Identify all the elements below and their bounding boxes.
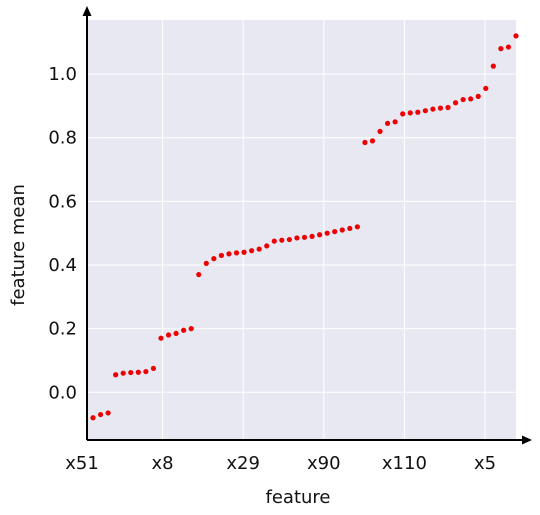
data-point	[143, 368, 149, 375]
data-point	[437, 105, 444, 111]
y-axis-title: feature mean	[8, 184, 29, 306]
data-point	[120, 370, 126, 376]
y-tick-labels: 0.0 0.2 0.4 0.6 0.8 1.0	[48, 64, 77, 403]
data-point	[165, 332, 172, 338]
data-point	[211, 256, 217, 262]
data-point	[113, 372, 119, 378]
data-point	[324, 230, 330, 236]
x-tick-label: x29	[226, 453, 260, 474]
x-tick-label: x5	[474, 453, 496, 474]
data-point	[286, 236, 292, 243]
axes	[82, 6, 532, 445]
data-point	[249, 248, 255, 254]
x-tick-label: x90	[307, 453, 341, 474]
y-tick-label: 0.2	[48, 319, 77, 340]
data-point	[264, 243, 270, 249]
data-point	[218, 252, 225, 259]
data-point	[354, 224, 360, 230]
data-point	[400, 111, 406, 117]
data-point	[513, 33, 519, 39]
data-point	[309, 233, 315, 239]
data-point	[498, 46, 504, 52]
data-point	[128, 369, 134, 376]
x-tick-labels: x51 x8 x29 x90 x110 x5	[65, 453, 496, 474]
data-point	[203, 260, 209, 267]
data-point	[407, 110, 413, 116]
data-points	[90, 33, 519, 421]
data-point	[475, 93, 481, 99]
y-tick-label: 0.0	[48, 382, 77, 403]
data-point	[135, 369, 141, 375]
data-point	[181, 327, 187, 333]
data-point	[483, 85, 489, 92]
data-point	[430, 106, 436, 112]
data-point	[226, 251, 232, 257]
data-point	[468, 96, 474, 102]
x-tick-label: x110	[382, 453, 427, 474]
data-point	[271, 238, 277, 244]
x-axis-title: feature	[266, 487, 331, 508]
data-point	[105, 410, 111, 416]
y-tick-label: 0.4	[48, 255, 77, 276]
data-point	[256, 246, 262, 252]
data-point	[392, 119, 398, 125]
y-tick-label: 0.8	[48, 128, 77, 149]
data-point	[369, 138, 376, 144]
data-point	[150, 365, 157, 372]
data-point	[384, 120, 391, 127]
data-point	[90, 415, 96, 421]
y-tick-label: 1.0	[48, 64, 77, 85]
data-point	[362, 139, 368, 146]
data-point	[173, 330, 179, 337]
data-point	[452, 100, 459, 106]
y-tick-label: 0.6	[48, 191, 77, 212]
data-point	[279, 237, 285, 243]
data-point	[490, 63, 496, 69]
x-tick-label: x8	[152, 453, 174, 474]
data-point	[347, 225, 353, 232]
data-point	[445, 104, 451, 111]
data-point	[460, 96, 466, 103]
plot-background	[87, 20, 516, 440]
data-point	[317, 232, 323, 238]
data-point	[505, 44, 512, 50]
data-point	[188, 326, 194, 332]
data-point	[422, 108, 428, 114]
x-tick-label: x51	[65, 453, 99, 474]
data-point	[339, 227, 345, 233]
y-axis-arrow-icon	[82, 6, 92, 16]
data-point	[294, 235, 300, 241]
data-point	[97, 411, 104, 418]
data-point	[241, 249, 247, 255]
data-point	[196, 271, 202, 278]
data-point	[415, 109, 421, 115]
data-point	[377, 128, 383, 134]
data-point	[301, 234, 308, 240]
data-point	[332, 228, 338, 235]
x-axis-arrow-icon	[522, 435, 532, 445]
data-point	[233, 250, 240, 256]
data-point	[158, 335, 164, 341]
